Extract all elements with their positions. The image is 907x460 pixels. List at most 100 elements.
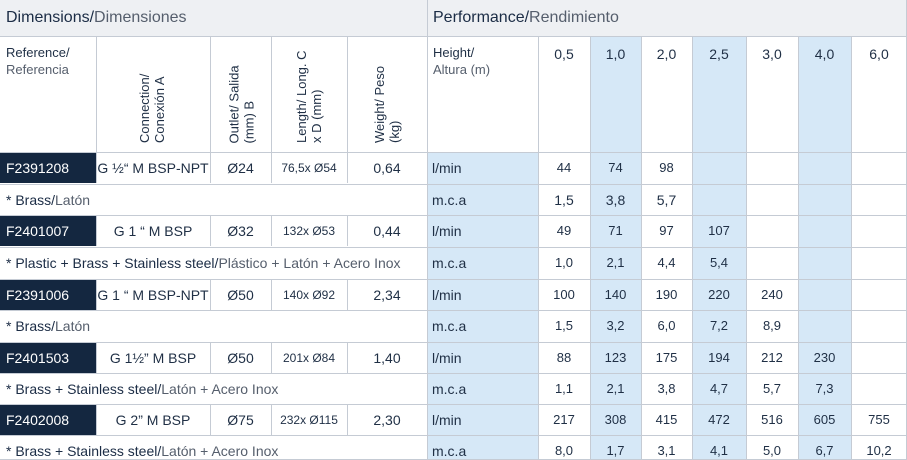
weight-column-header: Weight/ Peso (kg) [347,45,427,147]
material-es: Latón + Acero Inox [161,380,279,397]
performance-header: Performance/ Rendimiento [427,0,907,36]
flow-unit-label: l/min [432,349,462,366]
pressure-unit-label: m.c.a [432,191,467,208]
dimensions-header: Dimensions/ Dimensiones [0,0,427,36]
grid-line [0,36,907,37]
grid-line [0,310,907,311]
grid-line [96,279,97,310]
height-value-header: 0,5 [554,46,574,62]
product-material: * Plastic + Brass + Stainless steel/ Plá… [0,247,427,278]
height-value-header: 1,0 [605,46,626,62]
product-material: * Brass/ Latón [0,310,427,341]
pressure-unit-label: m.c.a [432,317,467,334]
flow-value [851,152,907,183]
flow-value: 472 [708,412,730,427]
pressure-value: 3,8 [657,381,676,396]
material-es: Latón + Acero Inox [161,442,279,459]
flow-value: 140 [604,287,627,302]
pressure-value: 1,1 [554,381,574,396]
pressure-value [851,184,907,215]
length-column-header-line2: x D (mm) [309,89,324,143]
pressure-value: 6,7 [815,443,834,458]
grid-line [271,152,272,183]
highlight-column [692,36,746,460]
flow-value: 49 [556,223,572,238]
grid-line [96,404,97,435]
grid-line [347,215,348,246]
product-reference: F2401503 [0,342,96,373]
grid-line [0,342,907,343]
grid-line [210,404,211,435]
height-value-header: 4,0 [814,46,835,62]
grid-line [0,247,907,248]
pressure-unit-label: m.c.a [432,254,467,271]
flow-value: 100 [553,287,575,302]
grid-line [0,184,907,185]
grid-line [746,36,747,460]
grid-line [96,215,97,246]
height-value-header: 2,5 [709,46,729,62]
grid-line [271,404,272,435]
pressure-value [746,184,798,215]
weight-column-header-line2: (kg) [387,120,402,143]
flow-value: 74 [608,160,623,175]
reference-label: Reference/ [6,45,70,60]
grid-line [96,342,97,373]
flow-value: 123 [604,350,627,365]
product-material: * Brass + Stainless steel/ Latón + Acero… [0,373,427,404]
pressure-value: 1,7 [606,443,625,458]
height-label: Height/ [433,45,475,60]
height-label-es: Altura (m) [433,62,491,77]
grid-line [96,36,97,152]
pressure-value: 1,0 [554,255,574,270]
flow-value [692,152,746,183]
flow-value: 212 [761,350,783,365]
flow-value [798,215,851,246]
flow-value: 217 [553,412,575,427]
material-es: Plástico + Latón + Acero Inox [218,254,401,271]
flow-value: 190 [655,287,678,302]
highlight-column [590,36,641,460]
pressure-value [798,184,851,215]
grid-line [538,36,539,460]
flow-value: 71 [608,223,623,238]
product-length: 132x Ø53 [282,223,336,238]
pressure-value: 4,1 [709,443,729,458]
grid-line [0,152,907,153]
product-length: 232x Ø115 [280,412,338,427]
pressure-value: 7,2 [709,318,729,333]
performance-title: Performance/ [433,9,530,26]
product-weight: 2,34 [373,286,401,303]
weight-column-header-line1: Weight/ Peso [372,65,387,143]
flow-value: 107 [708,223,730,238]
product-outlet: Ø75 [227,411,254,428]
grid-line [0,404,907,405]
grid-line [347,404,348,435]
pressure-value: 10,2 [866,443,892,458]
flow-value: 44 [556,160,572,175]
flow-value [798,279,851,310]
pressure-value: 8,9 [762,318,782,333]
pressure-value: 2,1 [606,381,625,396]
flow-unit-label: l/min [432,286,462,303]
height-value-header: 3,0 [762,46,782,62]
dimensions-title: Dimensions/ [6,9,95,26]
material-en: * Brass/ [6,317,56,334]
height-column-header: Height/Altura (m) [433,36,538,152]
flow-value: 230 [813,350,836,365]
product-weight: 0,64 [373,159,401,176]
flow-value [851,342,907,373]
grid-line [271,279,272,310]
grid-line [347,36,348,152]
grid-line [210,152,211,183]
product-length: 140x Ø92 [282,287,336,302]
grid-line [210,342,211,373]
connection-column-header-line2: Conexión A [152,76,167,144]
flow-value [746,215,798,246]
pressure-value: 3,1 [657,443,676,458]
flow-value [798,152,851,183]
grid-line [0,279,907,280]
pressure-value: 5,7 [762,381,782,396]
flow-unit-label: l/min [432,159,462,176]
connection-column-header: Connection/Conexión A [120,45,184,147]
